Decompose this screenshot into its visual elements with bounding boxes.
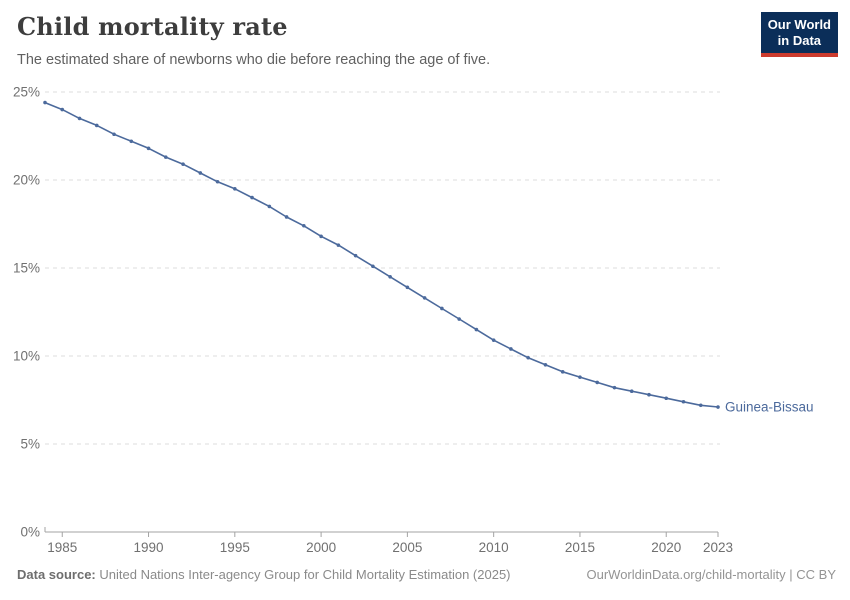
owid-logo[interactable]: Our World in Data xyxy=(760,12,838,57)
y-tick-label: 20% xyxy=(13,173,40,188)
data-point[interactable] xyxy=(405,285,410,290)
x-tick-label: 2010 xyxy=(479,540,509,555)
data-point[interactable] xyxy=(215,179,220,184)
data-point[interactable] xyxy=(698,403,703,408)
data-point[interactable] xyxy=(664,396,669,401)
x-tick-label: 2000 xyxy=(306,540,336,555)
data-point[interactable] xyxy=(647,392,651,397)
data-point[interactable] xyxy=(681,399,686,404)
x-tick-label: 1990 xyxy=(134,540,164,555)
data-point[interactable] xyxy=(163,155,168,159)
data-point[interactable] xyxy=(612,385,617,390)
data-point[interactable] xyxy=(319,234,323,239)
x-tick-label: 1995 xyxy=(220,540,250,555)
data-point[interactable] xyxy=(474,327,479,332)
data-point[interactable] xyxy=(112,132,116,137)
data-line[interactable] xyxy=(44,101,719,408)
owid-logo-line1: Our World xyxy=(767,17,831,32)
data-source: Data source: United Nations Inter-agency… xyxy=(17,567,511,582)
data-point[interactable] xyxy=(578,375,582,379)
data-point[interactable] xyxy=(595,380,600,385)
data-point[interactable] xyxy=(302,223,306,228)
data-point[interactable] xyxy=(560,370,565,374)
y-tick-label: 15% xyxy=(13,261,40,276)
data-point[interactable] xyxy=(336,243,341,247)
data-point[interactable] xyxy=(371,264,375,269)
data-point[interactable] xyxy=(43,100,47,105)
data-point[interactable] xyxy=(629,389,634,394)
x-tick-label: 2020 xyxy=(651,540,681,555)
x-tick-label: 1985 xyxy=(47,540,77,555)
data-point[interactable] xyxy=(509,347,513,351)
data-point[interactable] xyxy=(77,116,82,121)
data-point[interactable] xyxy=(543,363,548,367)
data-source-label: Data source: xyxy=(17,567,96,582)
y-tick-label: 10% xyxy=(13,349,40,364)
data-point[interactable] xyxy=(457,317,461,321)
x-tick-label: 2023 xyxy=(703,540,733,555)
data-point[interactable] xyxy=(129,139,134,144)
x-tick-label: 2015 xyxy=(565,540,595,555)
data-point[interactable] xyxy=(94,123,99,128)
owid-logo-line2: in Data xyxy=(777,33,822,49)
y-tick-label: 25% xyxy=(13,85,40,100)
chart-footer: Data source: United Nations Inter-agency… xyxy=(17,567,836,582)
page-title: Child mortality rate xyxy=(17,12,288,41)
data-point[interactable] xyxy=(60,107,65,112)
owid-citation-link[interactable]: OurWorldinData.org/child-mortality | CC … xyxy=(586,567,837,582)
y-tick-label: 5% xyxy=(20,437,40,452)
y-tick-label: 0% xyxy=(20,525,40,540)
data-source-text: United Nations Inter-agency Group for Ch… xyxy=(99,567,511,582)
data-point[interactable] xyxy=(146,146,151,151)
x-tick-label: 2005 xyxy=(392,540,422,555)
data-point[interactable] xyxy=(284,215,289,219)
data-point[interactable] xyxy=(233,187,237,191)
data-point[interactable] xyxy=(198,171,203,175)
data-point[interactable] xyxy=(181,162,185,166)
data-point[interactable] xyxy=(491,338,496,342)
data-point[interactable] xyxy=(250,195,254,200)
data-point[interactable] xyxy=(422,296,427,300)
chart-subtitle: The estimated share of newborns who die … xyxy=(17,52,491,68)
data-point[interactable] xyxy=(440,306,444,311)
data-point[interactable] xyxy=(267,204,272,209)
data-point[interactable] xyxy=(526,355,530,360)
data-point[interactable] xyxy=(353,253,358,258)
series-end-label[interactable]: Guinea-Bissau xyxy=(725,400,814,415)
data-point[interactable] xyxy=(716,405,720,409)
data-point[interactable] xyxy=(388,275,392,279)
